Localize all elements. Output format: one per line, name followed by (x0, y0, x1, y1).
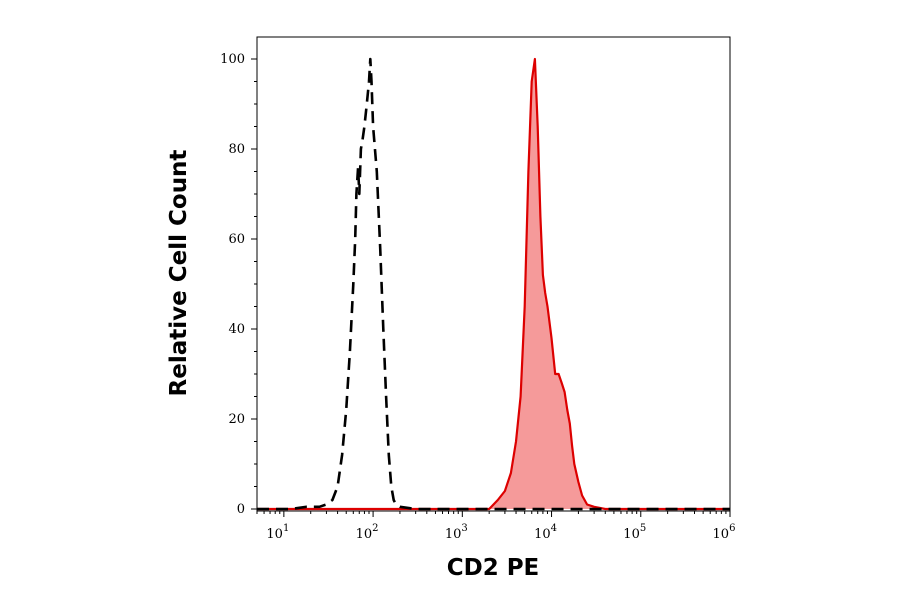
x-tick-label: 104 (534, 523, 557, 542)
x-tick-label: 103 (445, 523, 468, 542)
series-black-dashed-line (257, 57, 730, 511)
y-axis-title: Relative Cell Count (166, 150, 192, 397)
y-axis-ticks: 0 20 40 60 80 100 (220, 52, 257, 517)
y-tick-label: 40 (228, 322, 245, 337)
x-tick-label: 101 (266, 523, 289, 542)
x-axis-ticks: 101 102 103 104 105 106 (256, 511, 736, 542)
y-tick-label: 0 (237, 502, 245, 517)
x-axis-title: CD2 PE (447, 555, 540, 581)
x-tick-label: 105 (623, 523, 646, 542)
x-tick-label: 102 (356, 523, 379, 542)
plot-frame (256, 36, 731, 512)
x-tick-label: 106 (713, 523, 736, 542)
series-red-fill (257, 59, 730, 509)
y-tick-label: 60 (228, 232, 245, 247)
y-tick-label: 80 (228, 142, 245, 157)
series-red-line (257, 57, 730, 511)
y-tick-label: 20 (228, 412, 245, 427)
plot-area (257, 57, 730, 511)
y-tick-label: 100 (220, 52, 245, 67)
